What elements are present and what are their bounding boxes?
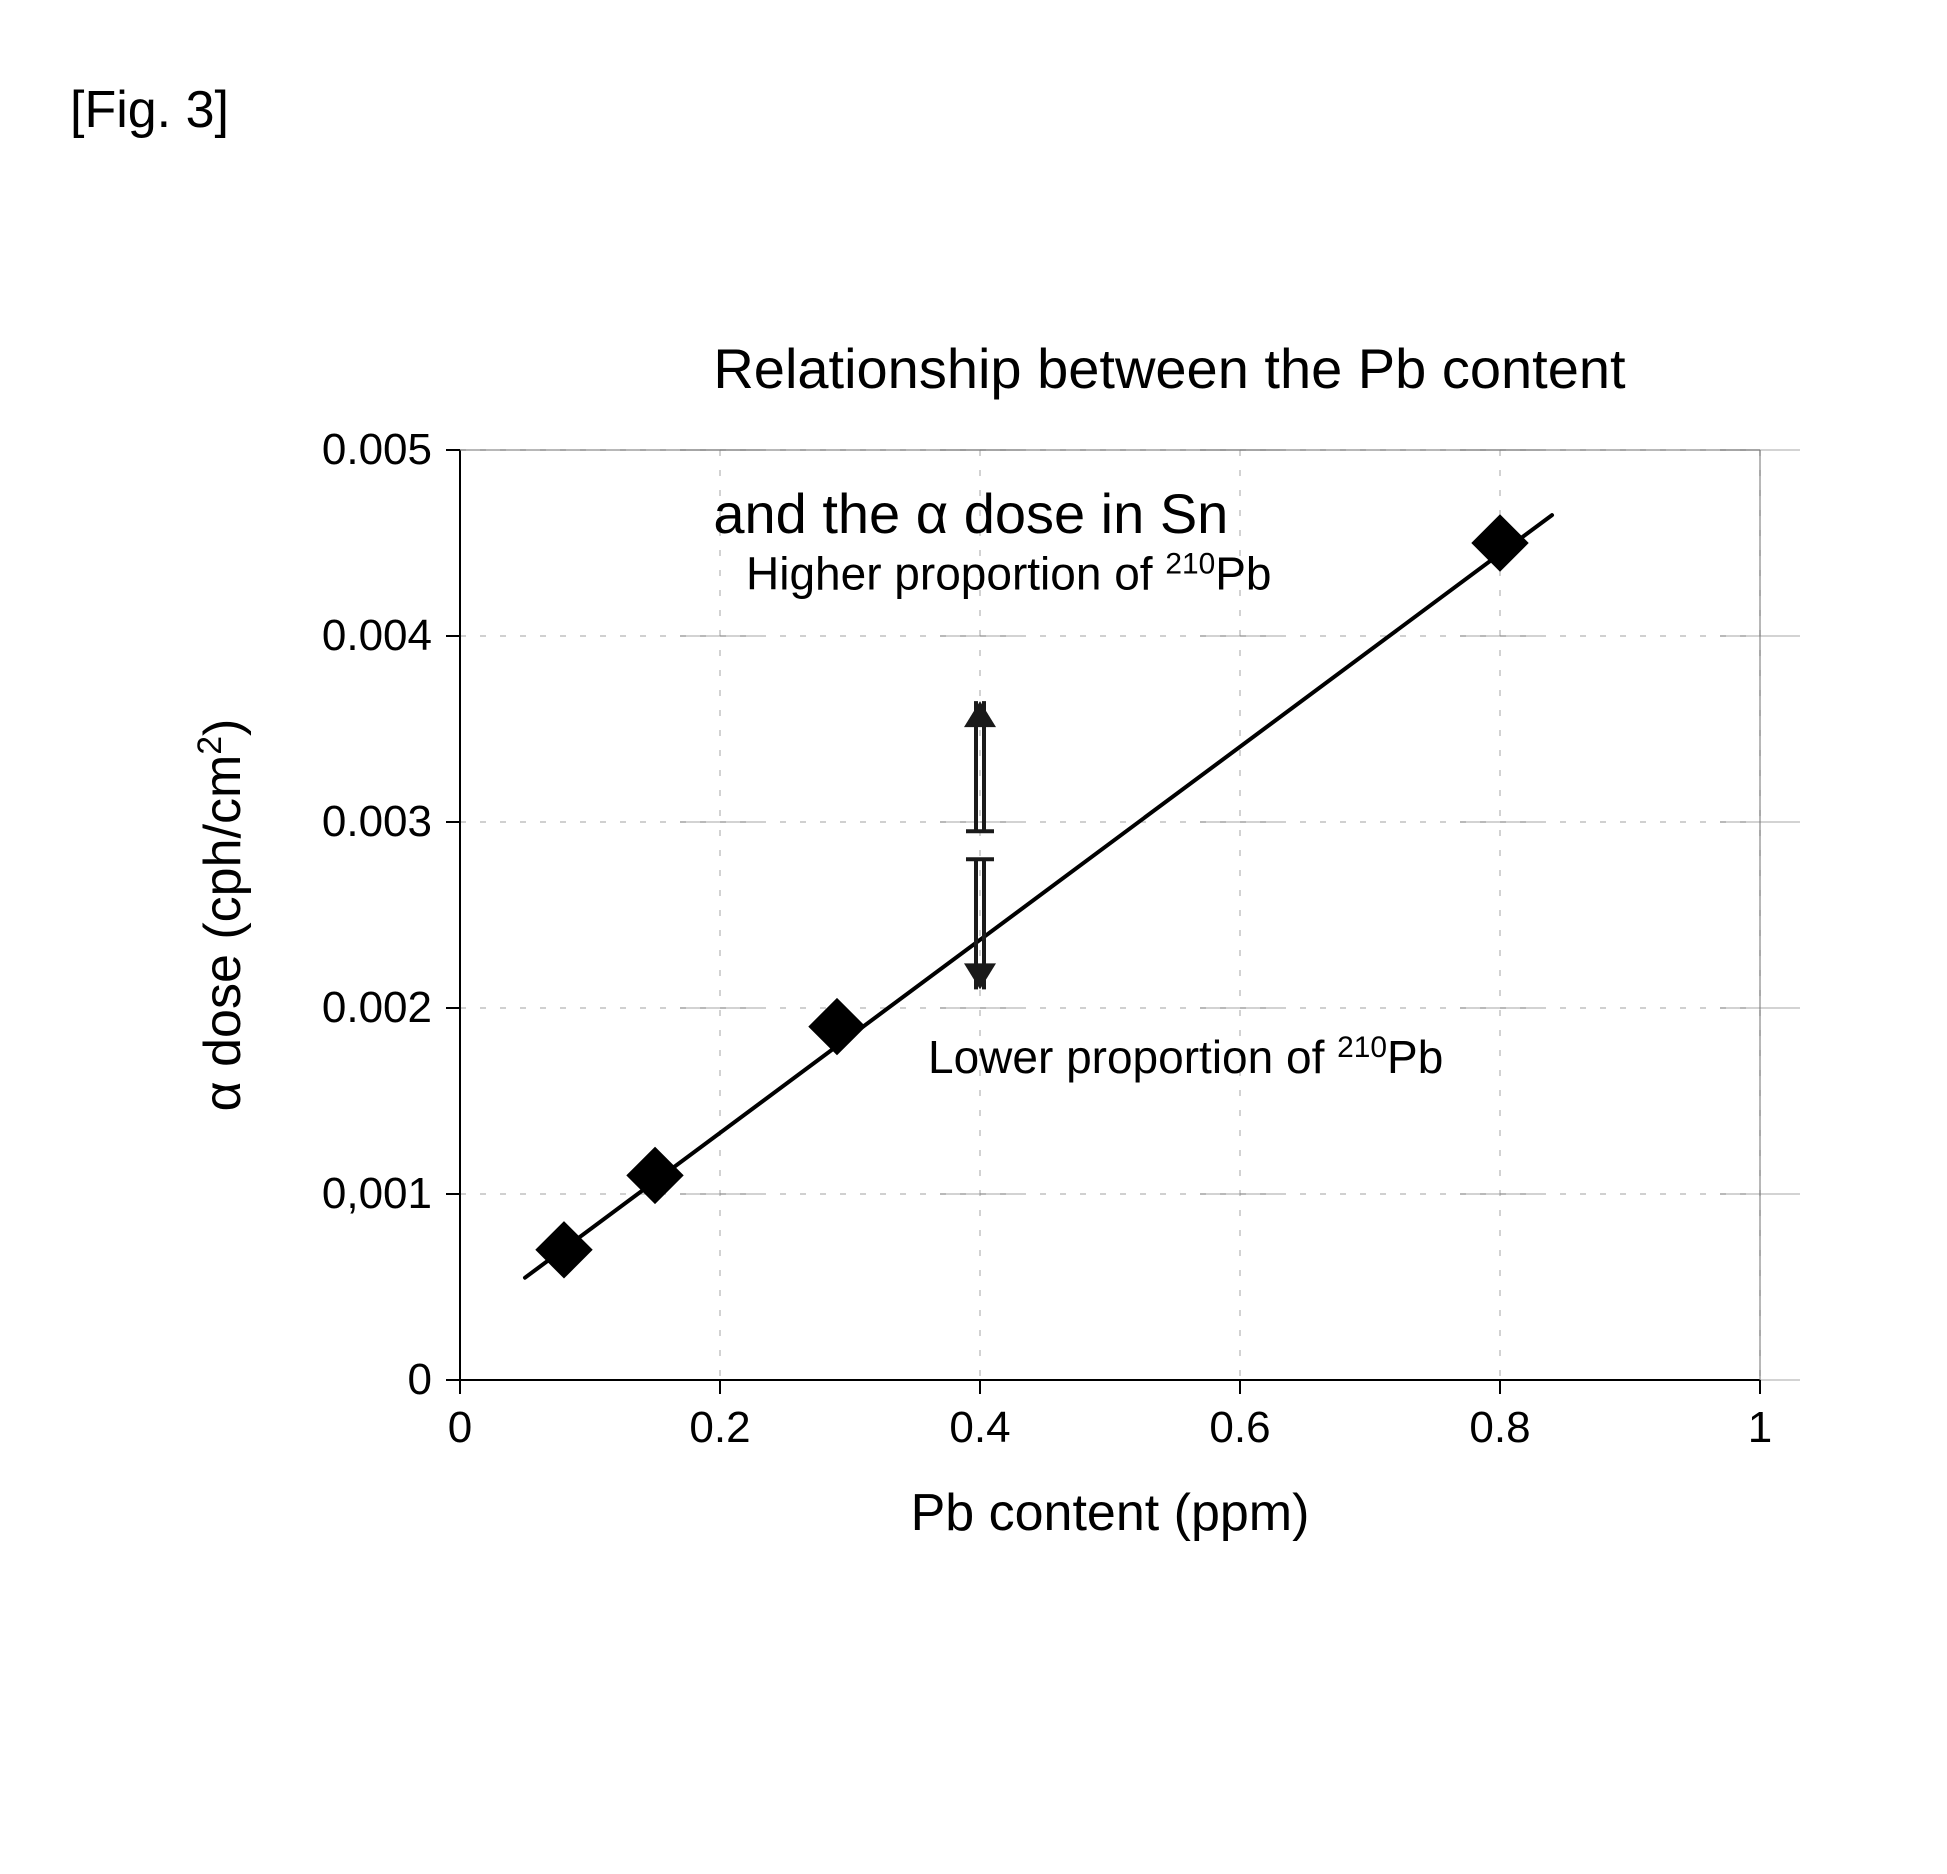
y-tick-label: 0 xyxy=(408,1355,432,1404)
y-tick-label: 0.002 xyxy=(322,983,432,1032)
figure-label: [Fig. 3] xyxy=(70,80,229,140)
y-tick-label: 0.003 xyxy=(322,797,432,846)
y-axis-label: α dose (cph/cm2) xyxy=(191,719,252,1112)
x-tick-label: 0.8 xyxy=(1469,1403,1530,1452)
x-tick-label: 0.6 xyxy=(1209,1403,1270,1452)
x-tick-label: 0 xyxy=(448,1403,472,1452)
x-tick-label: 0.2 xyxy=(689,1403,750,1452)
chart-title: Relationship between the Pb content and … xyxy=(620,260,1626,624)
y-tick-label: 0.004 xyxy=(322,611,432,660)
x-tick-label: 1 xyxy=(1748,1403,1772,1452)
x-axis-label: Pb content (ppm) xyxy=(911,1484,1310,1542)
x-tick-label: 0.4 xyxy=(949,1403,1010,1452)
y-tick-label: 0.005 xyxy=(322,425,432,474)
chart: Relationship between the Pb content and … xyxy=(140,260,1840,1660)
chart-title-line2: and the α dose in Sn xyxy=(713,482,1228,545)
y-tick-label: 0,001 xyxy=(322,1169,432,1218)
chart-title-line1: Relationship between the Pb content xyxy=(713,337,1625,400)
page: [Fig. 3] Relationship between the Pb con… xyxy=(0,0,1947,1874)
